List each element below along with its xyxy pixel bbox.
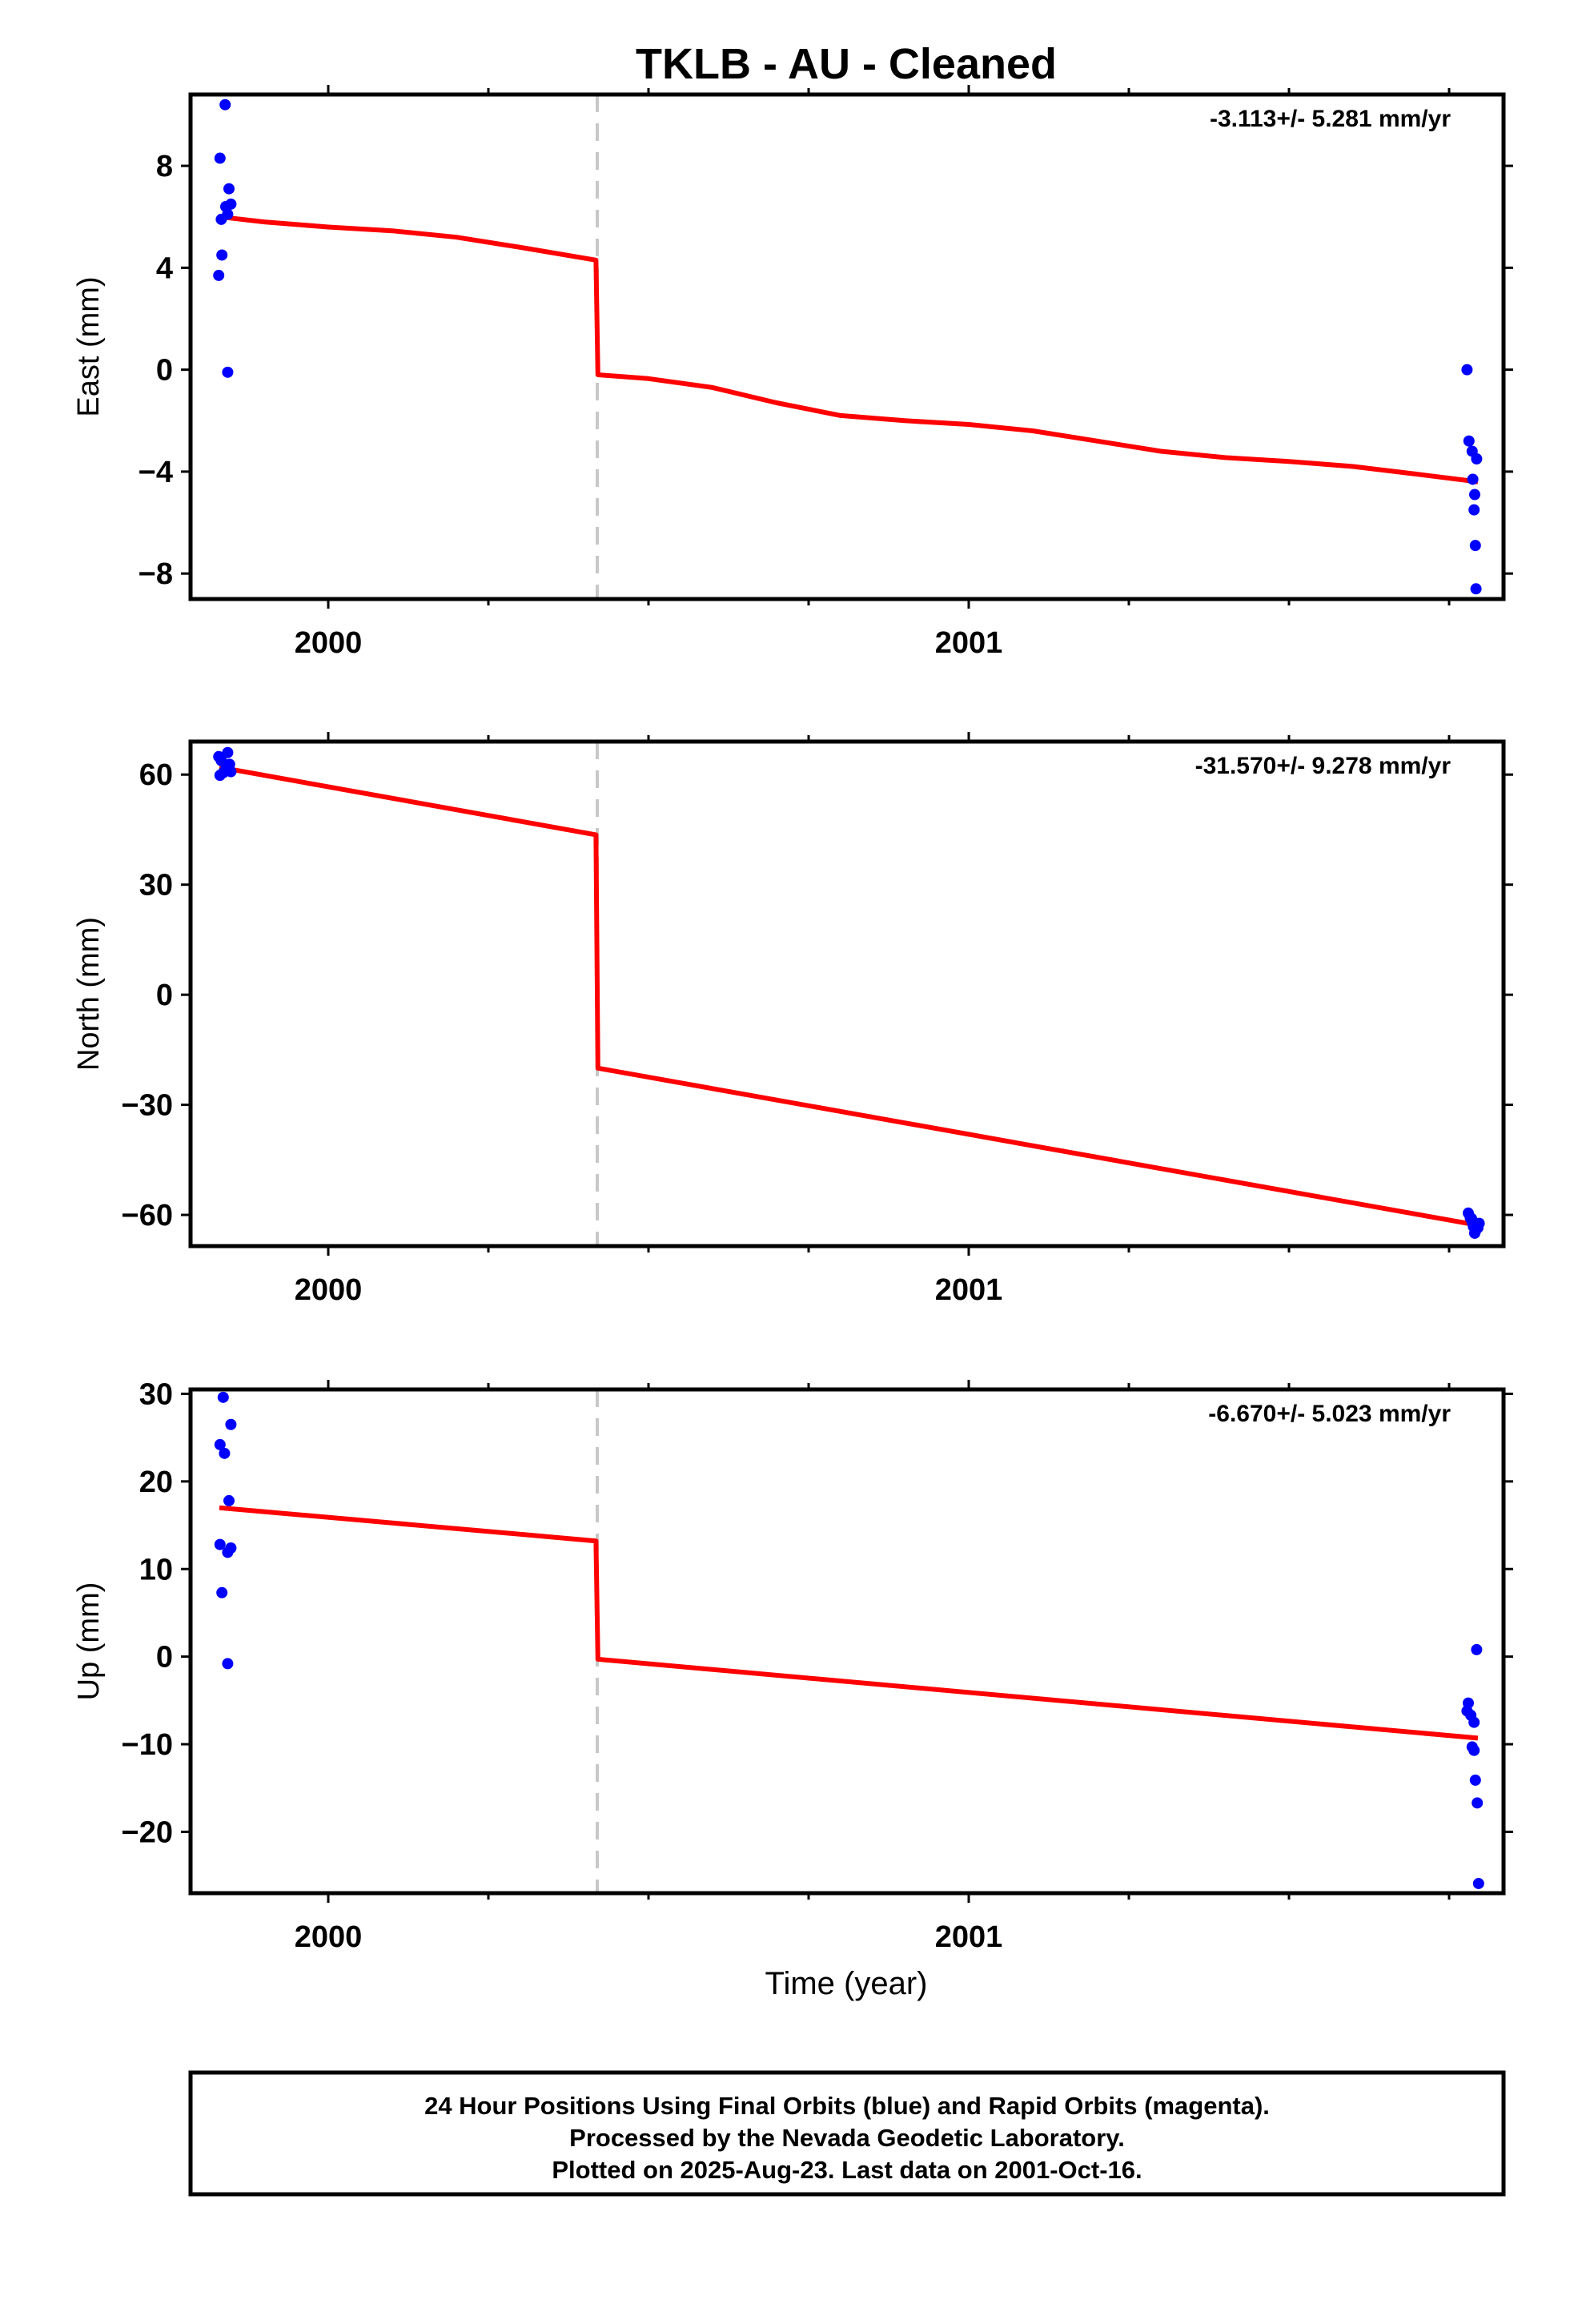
data-point: [1472, 1877, 1484, 1889]
x-tick-label: 2000: [295, 1920, 363, 1954]
data-point: [1468, 1716, 1480, 1728]
model-line: [219, 1505, 1479, 1741]
footer-line-1: 24 Hour Positions Using Final Orbits (bl…: [424, 2092, 1270, 2120]
y-tick-label: −30: [122, 1089, 173, 1123]
data-point: [225, 198, 237, 210]
rate-label: -31.570+/- 9.278 mm/yr: [1195, 753, 1452, 779]
x-tick-label: 2001: [935, 1273, 1003, 1307]
data-point: [214, 152, 226, 164]
y-axis-label: North (mm): [72, 917, 106, 1071]
y-tick-label: −60: [122, 1199, 173, 1232]
y-tick-label: 30: [139, 869, 173, 903]
y-tick-label: 0: [156, 979, 173, 1012]
data-point: [1461, 364, 1473, 376]
footer-box: 24 Hour Positions Using Final Orbits (bl…: [188, 2070, 1506, 2197]
plot-frame: [188, 1387, 1506, 1896]
model-line: [219, 214, 1479, 485]
data-point: [1463, 435, 1475, 447]
y-tick-label: 60: [139, 758, 173, 792]
data-point: [222, 366, 234, 378]
x-tick-label: 2000: [295, 1273, 363, 1307]
data-point: [1469, 489, 1480, 501]
data-point: [1469, 1774, 1481, 1786]
data-point: [216, 249, 228, 261]
data-point: [213, 269, 225, 281]
data-point: [214, 1538, 226, 1550]
data-point: [222, 746, 234, 758]
model-line: [219, 765, 1479, 1228]
x-tick-label: 2001: [935, 626, 1003, 660]
data-point: [219, 1447, 231, 1459]
data-point: [1470, 583, 1482, 595]
y-tick-label: 4: [156, 251, 173, 285]
y-tick-label: 0: [156, 1641, 173, 1675]
x-tick-label: 2001: [935, 1920, 1003, 1954]
data-point: [225, 1418, 237, 1430]
y-tick-label: −20: [122, 1815, 173, 1849]
chart-title: TKLB - AU - Cleaned: [636, 40, 1057, 88]
data-point: [219, 99, 231, 111]
panel-north: −60 −30 0 30 60 2000 2001 -31.570+/- 9.278 mm/y…: [72, 732, 1513, 1307]
rate-label: -3.113+/- 5.281 mm/yr: [1210, 106, 1451, 132]
data-point: [214, 1438, 226, 1450]
y-axis-label: East (mm): [72, 276, 106, 416]
data-point: [214, 770, 226, 782]
rate-label: -6.670+/- 5.023 mm/yr: [1208, 1401, 1451, 1427]
y-tick-label: 10: [139, 1553, 173, 1586]
data-point: [222, 208, 234, 220]
y-tick-label: 30: [139, 1377, 173, 1411]
y-tick-label: −4: [139, 456, 173, 489]
data-point: [217, 1391, 229, 1403]
data-point: [223, 1494, 235, 1506]
data-point: [1466, 1212, 1477, 1224]
panel-up: −20 −10 0 10 20 30 2000 2001 -6.670+/- 5.023 mm/…: [72, 1377, 1513, 1954]
data-point: [1469, 1227, 1480, 1239]
data-point: [1471, 453, 1483, 464]
y-tick-label: 20: [139, 1466, 173, 1499]
y-tick-label: −8: [139, 557, 173, 591]
data-point: [1472, 1797, 1484, 1809]
data-point: [1469, 540, 1481, 552]
data-point: [221, 762, 233, 774]
data-point: [1468, 1744, 1480, 1756]
y-tick-label: 8: [156, 150, 173, 183]
y-tick-label: −10: [122, 1728, 173, 1762]
data-point: [223, 183, 235, 195]
data-point: [222, 1658, 234, 1670]
data-point: [216, 1586, 228, 1598]
x-tick-label: 2000: [295, 626, 363, 660]
footer-line-2: Processed by the Nevada Geodetic Laborat…: [569, 2124, 1125, 2152]
plot-frame: [188, 92, 1506, 601]
y-axis-label: Up (mm): [72, 1582, 106, 1701]
data-point: [1468, 504, 1480, 516]
panel-east: −8 −4 0 4 8 2000 2001 -3.113+/- 5.281 mm/yr East…: [72, 85, 1513, 660]
data-point: [222, 1546, 234, 1558]
x-axis-label: Time (year): [765, 1966, 928, 2001]
data-point: [1467, 473, 1479, 485]
plot-frame: [188, 739, 1506, 1248]
y-tick-label: 0: [156, 354, 173, 388]
footer-line-3: Plotted on 2025-Aug-23. Last data on 200…: [552, 2156, 1142, 2184]
data-point: [1471, 1643, 1483, 1655]
